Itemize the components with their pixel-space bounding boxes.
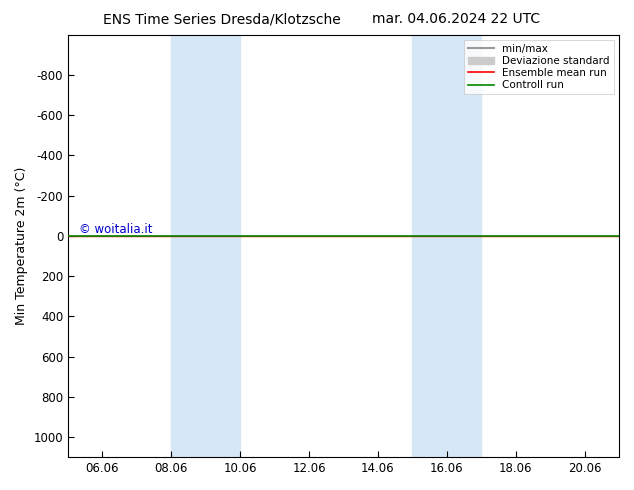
Text: mar. 04.06.2024 22 UTC: mar. 04.06.2024 22 UTC bbox=[372, 12, 541, 26]
Text: © woitalia.it: © woitalia.it bbox=[79, 223, 153, 236]
Y-axis label: Min Temperature 2m (°C): Min Temperature 2m (°C) bbox=[15, 167, 28, 325]
Bar bbox=[171, 35, 240, 457]
Legend: min/max, Deviazione standard, Ensemble mean run, Controll run: min/max, Deviazione standard, Ensemble m… bbox=[463, 40, 614, 95]
Bar bbox=[412, 35, 481, 457]
Text: ENS Time Series Dresda/Klotzsche: ENS Time Series Dresda/Klotzsche bbox=[103, 12, 341, 26]
